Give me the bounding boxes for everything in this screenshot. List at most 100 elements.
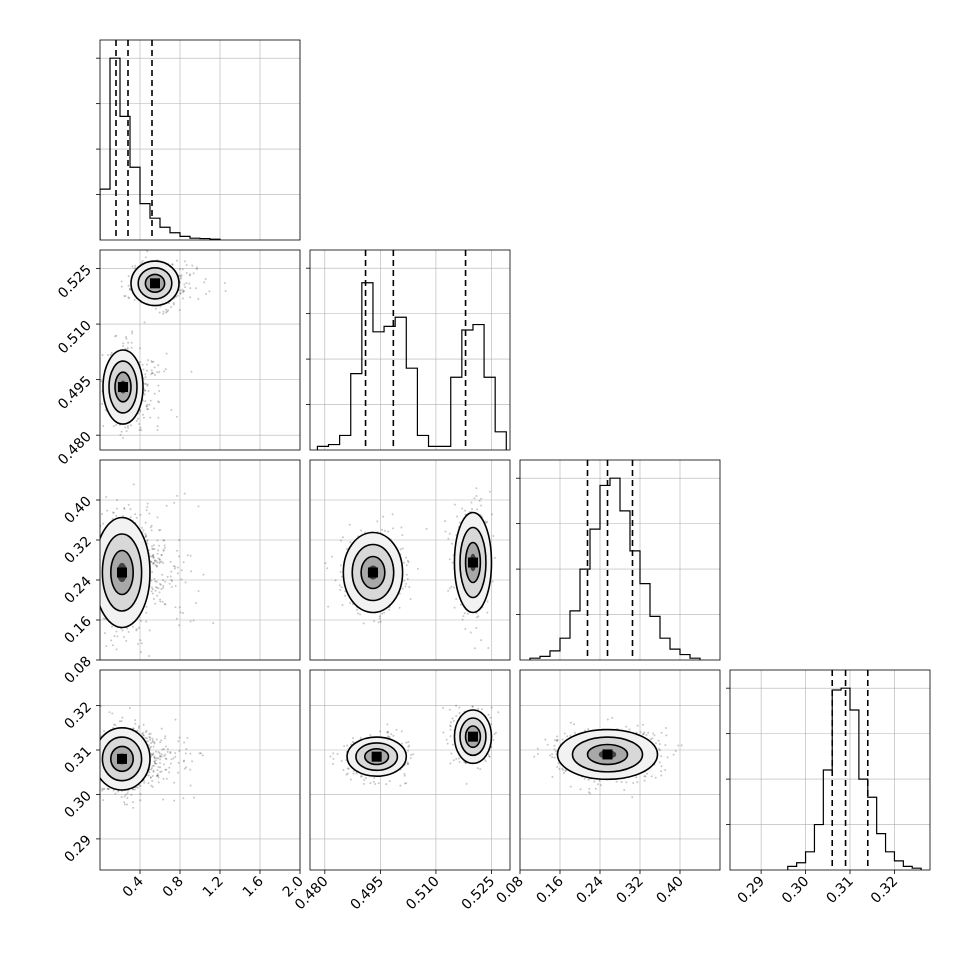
sample-point [476,767,479,770]
sample-point [349,601,352,604]
hist-panel-3: 0.29 0.30 0.31 0.32 [726,669,931,907]
sample-point [399,548,402,551]
sample-point [147,744,150,747]
sample-point [156,429,159,432]
sample-point [135,628,138,631]
sample-point [406,761,409,764]
sample-point [349,541,352,544]
sample-point [152,764,155,767]
sample-point [158,582,161,585]
sample-point [224,290,227,293]
sample-point [123,635,126,638]
sample-point [126,797,129,800]
sample-point [98,598,100,600]
scatter-points [329,704,500,787]
sample-point [163,737,166,740]
sample-point [184,260,187,263]
sample-point [129,508,132,511]
sample-point [148,771,151,774]
sample-point [197,589,200,592]
sample-point [124,426,127,429]
sample-point [150,784,153,787]
sample-point [156,594,159,597]
sample-point [338,584,341,587]
sample-point [92,762,94,764]
sample-point [95,771,97,773]
sample-point [163,754,166,757]
sample-point [455,598,458,601]
sample-point [484,760,487,763]
sample-point [486,520,489,523]
sample-point [179,289,182,292]
sample-point [184,286,187,289]
y-tick-label: 0.32 [61,699,94,732]
sample-point [643,779,646,782]
sample-point [158,390,161,393]
sample-point [137,726,140,729]
sample-point [161,579,164,582]
sample-point [137,417,140,420]
sample-point [154,602,157,605]
density-peak [467,557,478,568]
sample-point [480,639,483,642]
sample-point [461,507,464,510]
sample-point [178,268,181,271]
sample-point [152,598,155,601]
sample-point [151,570,154,573]
sample-point [342,768,345,771]
sample-point [341,536,344,539]
y-tick-label: 0.30 [61,788,94,821]
sample-point [485,521,488,524]
sample-point [326,567,329,570]
hist-panel-1 [306,249,511,451]
sample-point [149,776,152,779]
x-tick-label: 0.525 [459,874,499,914]
sample-point [401,547,404,550]
sample-point [185,271,188,274]
sample-point [171,263,174,266]
sample-point [154,559,157,562]
sample-point [131,265,134,268]
sample-point [160,739,163,742]
sample-point [153,407,156,410]
sample-point [332,762,335,765]
sample-point [165,504,168,507]
sample-point [151,764,154,767]
sample-point [386,723,389,726]
sample-point [142,723,145,726]
sample-point [152,544,155,547]
sample-point [119,433,122,436]
sample-point [135,516,138,519]
sample-point [152,561,155,564]
sample-point [103,632,106,635]
sample-point [126,803,129,806]
sample-point [130,341,133,344]
sample-point [179,611,182,614]
y-tick-label: 0.08 [61,654,94,687]
sample-point [142,368,145,371]
sample-point [339,539,342,542]
sample-point [412,753,415,756]
sample-point [666,756,669,759]
sample-point [387,730,390,733]
density-peak [371,751,382,762]
sample-point [340,759,343,762]
sample-point [180,274,183,277]
sample-point [147,390,150,393]
sample-point [155,738,158,741]
sample-point [94,541,96,543]
sample-point [179,292,182,295]
sample-point [677,744,680,747]
sample-point [153,547,156,550]
sample-point [145,729,148,732]
sample-point [155,762,158,765]
sample-point [400,526,403,529]
sample-point [143,779,146,782]
sample-point [169,751,172,754]
sample-point [172,757,175,760]
sample-point [625,725,628,728]
sample-point [154,762,157,765]
sample-point [465,782,468,785]
